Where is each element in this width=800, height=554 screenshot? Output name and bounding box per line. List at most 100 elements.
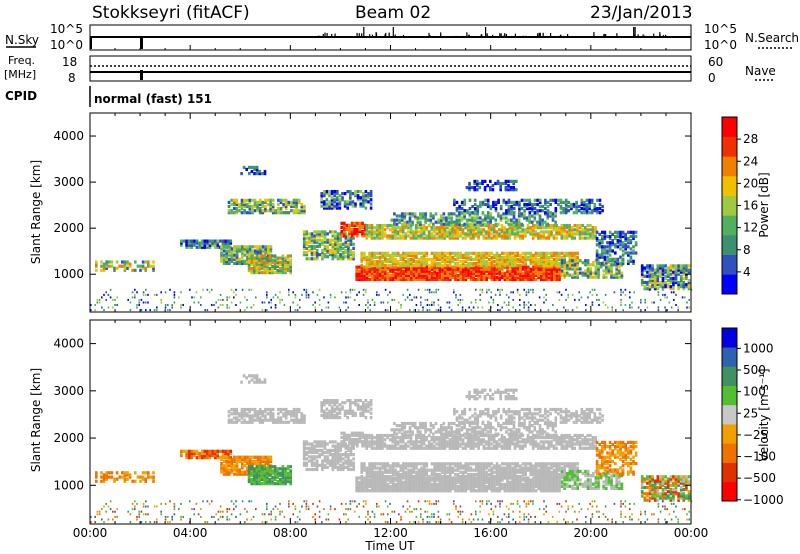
power-cell	[403, 212, 407, 216]
power-cell	[651, 285, 654, 289]
power-noise-cell	[587, 296, 589, 299]
velocity-cell	[193, 454, 196, 458]
power-cell	[586, 269, 590, 273]
power-cell	[537, 251, 540, 255]
power-cell	[446, 226, 449, 230]
power-cell	[677, 285, 680, 289]
power-noise-cell	[525, 304, 528, 306]
power-cell	[552, 262, 556, 266]
power-cell	[555, 236, 558, 240]
power-cell	[260, 258, 264, 262]
power-cell	[547, 251, 551, 255]
power-cell	[572, 202, 576, 207]
power-cell	[619, 239, 622, 243]
power-cell	[399, 226, 402, 230]
power-cell	[344, 236, 348, 240]
power-cell	[417, 236, 421, 240]
power-cell	[651, 280, 654, 285]
power-cell	[438, 255, 442, 259]
velocity-cell	[308, 448, 311, 452]
power-cell	[601, 261, 604, 265]
power-cell	[279, 266, 282, 271]
power-noise-cell	[116, 304, 118, 306]
power-cell	[585, 207, 589, 211]
power-cell	[607, 265, 611, 269]
power-cell	[496, 179, 500, 183]
power-cell	[105, 264, 108, 268]
power-cell	[404, 251, 408, 255]
power-cell	[523, 204, 526, 209]
velocity-cell	[268, 465, 272, 469]
power-cell	[469, 273, 473, 277]
velocity-cell	[361, 435, 364, 439]
power-cell	[656, 287, 660, 291]
power-cell	[516, 251, 520, 255]
velocity-cell	[225, 459, 228, 464]
power-cell	[341, 196, 344, 200]
power-cell	[451, 255, 455, 259]
power-cell	[442, 216, 446, 220]
power-cell	[362, 200, 365, 204]
power-noise-cell	[519, 293, 521, 296]
power-colorbar-band	[722, 274, 737, 295]
power-cell	[573, 236, 577, 240]
power-cell	[547, 226, 551, 230]
power-cell	[605, 271, 608, 275]
velocity-cell	[286, 473, 290, 477]
power-cell	[495, 255, 499, 259]
power-cell	[295, 202, 298, 207]
power-cell	[608, 236, 612, 241]
velocity-cell	[343, 435, 346, 439]
power-cell	[476, 222, 479, 226]
power-noise-cell	[288, 293, 290, 296]
power-cell	[261, 211, 265, 215]
power-cell	[250, 254, 253, 258]
power-cell	[273, 256, 277, 260]
velocity-cell	[336, 446, 340, 450]
power-cell	[195, 239, 199, 243]
power-cell	[514, 273, 517, 277]
power-cell	[482, 236, 486, 240]
power-cell	[281, 258, 285, 262]
power-cell	[334, 251, 337, 255]
velocity-cell	[261, 412, 265, 416]
velocity-cell	[105, 473, 108, 477]
power-cell	[235, 198, 239, 202]
power-cell	[326, 238, 329, 242]
power-noise-cell	[508, 309, 510, 312]
power-cell	[242, 165, 246, 169]
power-cell	[263, 260, 266, 264]
power-cell	[413, 216, 417, 220]
power-cell	[334, 253, 337, 257]
power-cell	[347, 234, 350, 238]
power-noise-cell	[446, 301, 448, 304]
power-cell	[531, 204, 534, 209]
power-colorbar-tick-label: 16	[743, 199, 758, 213]
power-cell	[334, 244, 337, 248]
power-cell	[260, 260, 264, 264]
power-cell	[441, 251, 444, 255]
power-cell	[423, 275, 426, 280]
power-cell	[619, 255, 622, 259]
power-cell	[365, 260, 369, 264]
power-cell	[610, 273, 613, 277]
power-cell	[370, 232, 374, 236]
power-cell	[446, 230, 449, 234]
power-cell	[363, 255, 366, 259]
velocity-cell	[228, 470, 231, 474]
power-colorbar-tick-label: 28	[743, 132, 758, 146]
nsky-spike	[550, 32, 552, 37]
power-cell	[370, 253, 374, 257]
power-cell	[687, 270, 691, 274]
power-cell	[233, 247, 236, 251]
power-cell	[579, 267, 582, 271]
velocity-cell	[369, 416, 373, 420]
power-cell	[389, 269, 392, 273]
power-ytick-label: 1000	[53, 267, 84, 281]
power-cell	[360, 253, 363, 257]
power-cell	[520, 198, 524, 202]
power-cell	[359, 190, 362, 194]
power-cell	[539, 262, 543, 266]
velocity-cell	[266, 471, 269, 475]
velocity-cell	[286, 480, 290, 484]
